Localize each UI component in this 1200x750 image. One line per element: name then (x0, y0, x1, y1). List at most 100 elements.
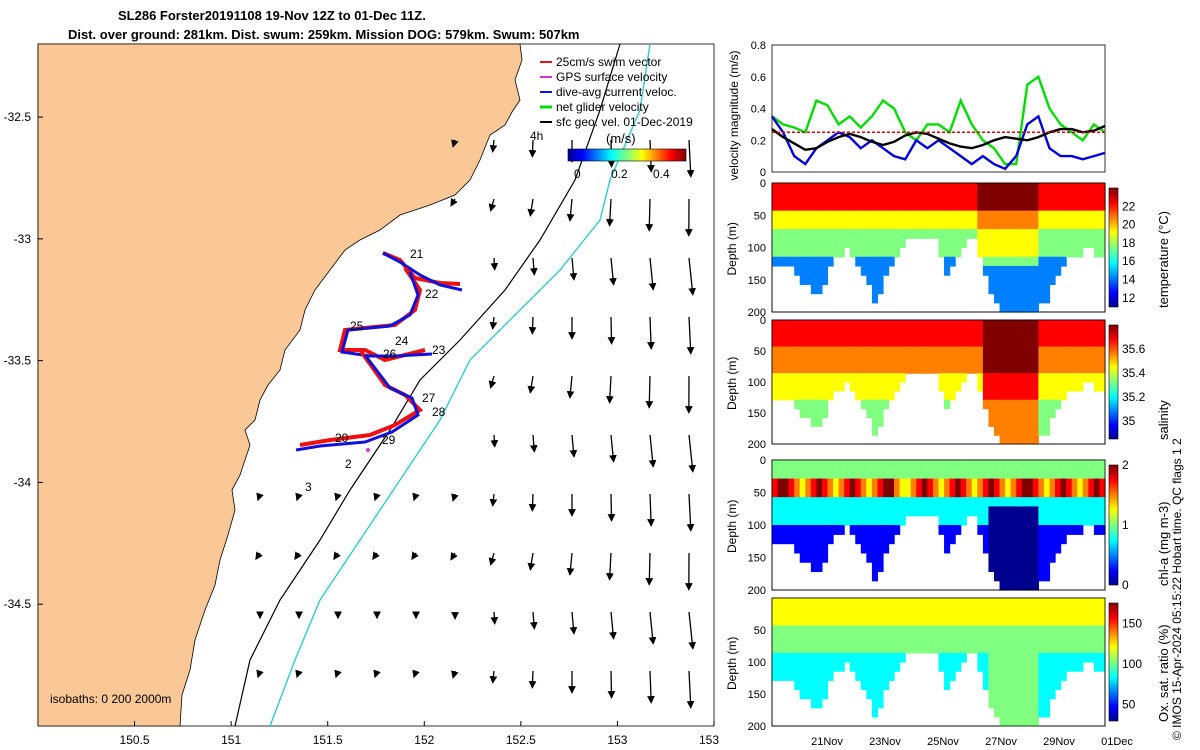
section-cell (1027, 698, 1034, 709)
section-cell (833, 515, 840, 526)
section-cell (894, 229, 901, 239)
section-cell (883, 201, 890, 212)
section-cell (1021, 634, 1028, 645)
section-cell (988, 247, 995, 258)
section-cell (833, 229, 840, 239)
section-cell (1049, 625, 1056, 636)
section-cell (999, 192, 1006, 203)
section-cell (999, 634, 1006, 645)
section-cell (1043, 497, 1051, 508)
section-cell (944, 192, 951, 203)
section-cell (877, 346, 884, 357)
section-cell (899, 364, 906, 374)
section-cell (844, 337, 851, 348)
section-cell (1066, 201, 1073, 212)
section-cell (788, 616, 795, 627)
section-cell (883, 469, 890, 480)
section-cell (977, 210, 984, 221)
section-cell (999, 284, 1006, 295)
section-cell (1021, 478, 1028, 489)
section-cell (821, 552, 829, 563)
section-cell (1038, 229, 1045, 239)
section-cell (855, 497, 862, 508)
section-cell (1032, 689, 1039, 700)
section-cell (1016, 417, 1023, 427)
section-cell (1010, 265, 1017, 276)
section-cell (1032, 487, 1039, 498)
section-cell (1060, 616, 1067, 627)
section-cell (810, 478, 817, 489)
section-cell (783, 652, 790, 663)
section-cell (999, 478, 1006, 489)
section-cell (883, 183, 890, 193)
section-cell (977, 469, 984, 480)
section-cell (988, 390, 995, 401)
section-cell (938, 506, 945, 517)
section-cell (1071, 337, 1078, 348)
map-colorbar (567, 148, 687, 162)
section-cell (1060, 328, 1067, 339)
section-cell (1032, 469, 1039, 480)
section-cell (799, 337, 806, 348)
section-cell (883, 247, 890, 258)
section-cell (788, 201, 795, 212)
section-cell (894, 346, 901, 357)
section-cell (838, 320, 845, 330)
section-cell (1066, 652, 1073, 663)
section-cell (955, 382, 962, 392)
section-cell (1082, 219, 1089, 230)
section-cell (1032, 275, 1039, 285)
section-cell (927, 643, 934, 654)
section-cell (1038, 373, 1045, 383)
section-cell (971, 506, 978, 517)
section-cell (871, 408, 879, 419)
section-cell (805, 662, 812, 672)
section-cell (821, 643, 829, 654)
section-cell (1021, 460, 1028, 470)
section-cell (944, 662, 951, 672)
section-cell (1005, 607, 1012, 617)
section-cell (788, 192, 795, 203)
section-cell (877, 525, 884, 535)
section-cell (949, 346, 956, 357)
section-cell (810, 525, 817, 535)
velocity-arrow (490, 611, 499, 625)
section-cell (877, 219, 884, 230)
section-cell (772, 238, 779, 249)
section-cell (988, 355, 995, 365)
section-cell (1060, 373, 1067, 383)
section-cell (855, 506, 862, 517)
section-cell (855, 616, 862, 627)
section-cell (816, 562, 823, 573)
section-cell (1032, 598, 1039, 608)
section-cell (1071, 515, 1078, 526)
section-cell (816, 337, 823, 348)
section-cell (899, 210, 906, 221)
section-cell (1088, 346, 1095, 357)
section-cell (1066, 229, 1073, 239)
section-cell (982, 469, 990, 480)
section-cell (1032, 210, 1039, 221)
section-cell (816, 364, 823, 374)
section-cell (1043, 515, 1051, 526)
section-cell (849, 607, 856, 617)
section-cell (772, 525, 779, 535)
section-cell (932, 328, 940, 339)
section-cell (855, 652, 862, 663)
section-cell (955, 515, 962, 526)
track-day-label: 24 (395, 334, 409, 348)
section-cell (1032, 320, 1039, 330)
section-cell (816, 328, 823, 339)
section-cell (955, 219, 962, 230)
section-cell (966, 320, 973, 330)
section-cell (877, 373, 884, 383)
section-cell (788, 515, 795, 526)
section-cell (938, 238, 945, 249)
section-cell (916, 346, 923, 357)
section-cell (999, 417, 1006, 427)
section-cell (994, 643, 1001, 654)
section-cell (777, 364, 784, 374)
section-cell (949, 634, 956, 645)
section-cell (988, 210, 995, 221)
section-cell (1021, 284, 1028, 295)
